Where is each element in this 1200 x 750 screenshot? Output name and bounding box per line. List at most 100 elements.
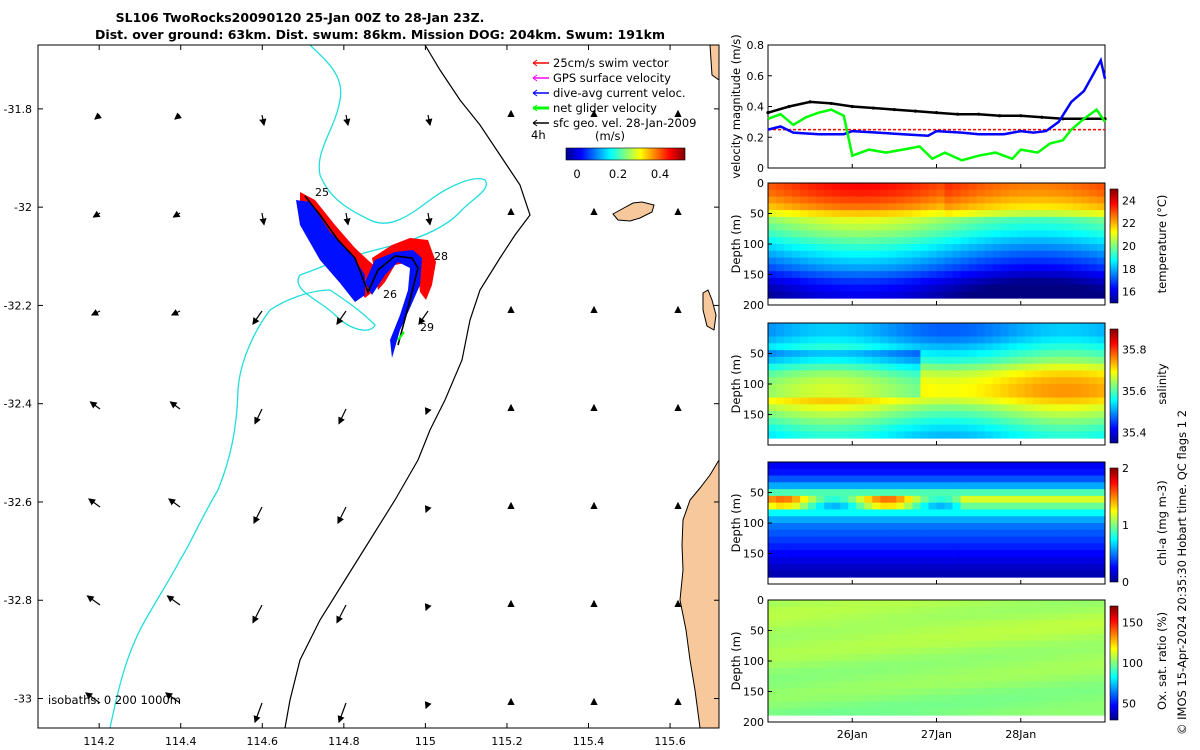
- heatmap-cell: [824, 502, 833, 510]
- heatmap-cell: [832, 667, 841, 675]
- heatmap-cell: [944, 216, 953, 225]
- heatmap-cell: [784, 529, 793, 537]
- heatmap-cell: [952, 277, 961, 286]
- heatmap-y-tick-label: 150: [743, 269, 764, 282]
- heatmap-cell: [952, 482, 961, 490]
- heatmap-cell: [776, 271, 785, 279]
- heatmap-cell: [984, 468, 994, 476]
- heatmap-cell: [1072, 556, 1082, 565]
- heatmap-cell: [824, 284, 833, 292]
- heatmap-cell: [968, 271, 978, 279]
- heatmap-cell: [840, 640, 849, 648]
- heatmap-cell: [824, 606, 833, 614]
- heatmap-cell: [936, 475, 945, 483]
- heatmap-cell: [1024, 390, 1034, 398]
- heatmap-cell: [816, 271, 825, 279]
- heatmap-cell: [776, 390, 785, 398]
- heatmap-cell: [1032, 336, 1042, 344]
- heatmap-cell: [784, 257, 793, 265]
- heatmap-cell: [1072, 468, 1082, 476]
- heatmap-cell: [800, 489, 809, 497]
- heatmap-cell: [872, 257, 881, 265]
- heatmap-cell: [1040, 654, 1050, 662]
- heatmap-cell: [1048, 196, 1058, 204]
- heatmap-cell: [888, 613, 897, 621]
- heatmap-cell: [768, 516, 777, 524]
- heatmap-cell: [1080, 627, 1090, 635]
- heatmap-cell: [904, 654, 913, 662]
- velocity-arrow: [169, 401, 181, 410]
- heatmap-cell: [768, 336, 777, 344]
- heatmap-cell: [992, 284, 1002, 292]
- heatmap-cell: [800, 495, 809, 504]
- heatmap-cell: [800, 482, 809, 490]
- heatmap-cell: [848, 356, 857, 365]
- heatmap-cell: [920, 661, 929, 669]
- heatmap-cell: [1000, 654, 1010, 662]
- heatmap-y-tick-label: 100: [743, 517, 764, 530]
- heatmap-cell: [904, 183, 913, 191]
- heatmap-cell: [928, 397, 937, 405]
- heatmap-cell: [1080, 264, 1090, 272]
- heatmap-cell: [1040, 284, 1050, 292]
- heatmap-cell: [936, 613, 945, 621]
- heatmap-cell: [912, 404, 921, 412]
- heatmap-cell: [944, 264, 953, 272]
- heatmap-cell: [1040, 424, 1050, 432]
- heatmap-cell: [1032, 647, 1042, 655]
- heatmap-cell: [1056, 523, 1066, 531]
- heatmap-cell: [840, 257, 849, 265]
- heatmap-cell: [1048, 230, 1058, 238]
- heatmap-cell: [840, 468, 849, 476]
- heatmap-cell: [832, 509, 841, 517]
- heatmap-cell: [840, 411, 849, 419]
- heatmap-cell: [832, 257, 841, 265]
- heatmap-cell: [904, 613, 913, 621]
- heatmap-cell: [968, 600, 978, 608]
- heatmap-cell: [872, 688, 881, 696]
- heatmap-cell: [896, 633, 905, 642]
- heatmap-cell: [872, 323, 881, 331]
- heatmap-cell: [1008, 363, 1018, 371]
- heatmap-cell: [800, 536, 809, 544]
- heatmap-cell: [1064, 411, 1074, 419]
- heatmap-cell: [1096, 350, 1106, 358]
- heatmap-cell: [800, 475, 809, 483]
- heatmap-colorbar-tick: 150: [1122, 616, 1143, 629]
- heatmap-cell: [1032, 529, 1042, 537]
- heatmap-cell: [952, 556, 961, 565]
- heatmap-cell: [768, 627, 777, 635]
- heatmap-cell: [872, 377, 881, 385]
- heatmap-cell: [944, 462, 953, 470]
- heatmap-cell: [880, 210, 889, 218]
- heatmap-cell: [1008, 523, 1018, 531]
- heatmap-cell: [904, 397, 913, 405]
- heatmap-cell: [920, 343, 929, 351]
- heatmap-cell: [1056, 424, 1066, 432]
- heatmap-cell: [1056, 431, 1066, 439]
- heatmap-cell: [1056, 495, 1066, 504]
- heatmap-cell: [928, 284, 937, 292]
- heatmap-cell: [920, 323, 929, 331]
- heatmap-cell: [824, 329, 833, 337]
- heatmap-cell: [792, 468, 801, 476]
- heatmap-cell: [976, 210, 986, 218]
- heatmap-cell: [776, 536, 785, 544]
- heatmap-cell: [1016, 600, 1026, 608]
- heatmap-cell: [816, 701, 825, 709]
- heatmap-cell: [1088, 701, 1098, 709]
- velocity-y-tick-label: 0: [757, 162, 764, 175]
- heatmap-cell: [904, 570, 913, 578]
- heatmap-cell: [1056, 654, 1066, 662]
- heatmap-cell: [944, 674, 953, 682]
- heatmap-cell: [824, 223, 833, 231]
- heatmap-cell: [976, 264, 986, 272]
- heatmap-cell: [936, 516, 945, 524]
- heatmap-cell: [832, 620, 841, 628]
- heatmap-cell: [992, 291, 1002, 299]
- heatmap-y-tick-label: 200: [743, 716, 764, 729]
- heatmap-cell: [1016, 516, 1026, 524]
- heatmap-cell: [888, 509, 897, 517]
- heatmap-cell: [808, 694, 817, 703]
